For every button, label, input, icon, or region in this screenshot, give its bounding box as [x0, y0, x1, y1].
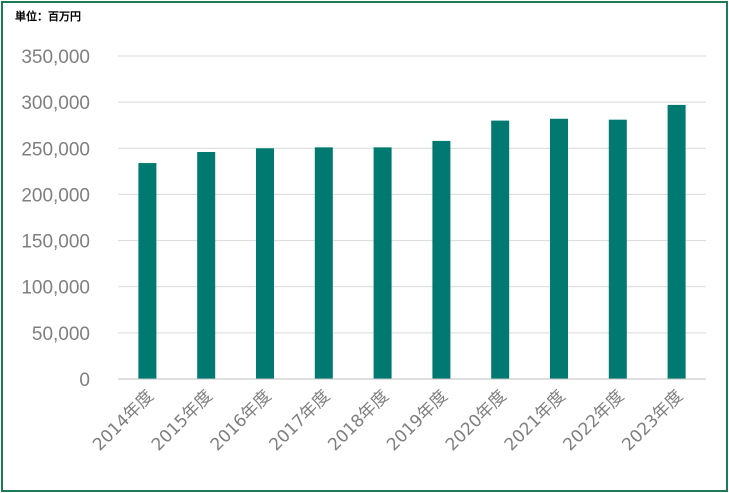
y-tick-label: 0: [79, 370, 90, 391]
x-tick-label: 2014年度: [89, 386, 158, 455]
bar: [550, 118, 568, 380]
y-tick-label: 100,000: [21, 278, 90, 299]
x-tick-label: 2018年度: [324, 386, 393, 455]
y-tick-label: 150,000: [21, 232, 90, 253]
x-tick-label: 2020年度: [442, 386, 511, 455]
bar: [608, 119, 627, 380]
x-tick-label: 2019年度: [383, 386, 452, 455]
x-tick-label: 2015年度: [148, 386, 217, 455]
bar: [667, 104, 686, 379]
unit-label: 単位：百万円: [15, 10, 81, 23]
bar: [197, 151, 216, 379]
bar: [314, 147, 333, 379]
y-tick-label: 250,000: [21, 139, 90, 160]
bar: [432, 140, 451, 379]
y-tick-label: 350,000: [21, 47, 90, 68]
x-tick-label: 2016年度: [207, 386, 276, 455]
bar: [373, 147, 392, 379]
x-tick-label: 2021年度: [501, 386, 570, 455]
bar: [491, 120, 510, 379]
y-tick-label: 50,000: [32, 324, 90, 345]
bar: [256, 148, 274, 379]
y-tick-label: 200,000: [21, 185, 90, 206]
y-tick-label: 300,000: [21, 93, 90, 114]
x-tick-label: 2023年度: [618, 386, 687, 455]
bar: [138, 163, 157, 379]
x-tick-label: 2017年度: [266, 386, 335, 455]
x-tick-label: 2022年度: [560, 386, 629, 455]
